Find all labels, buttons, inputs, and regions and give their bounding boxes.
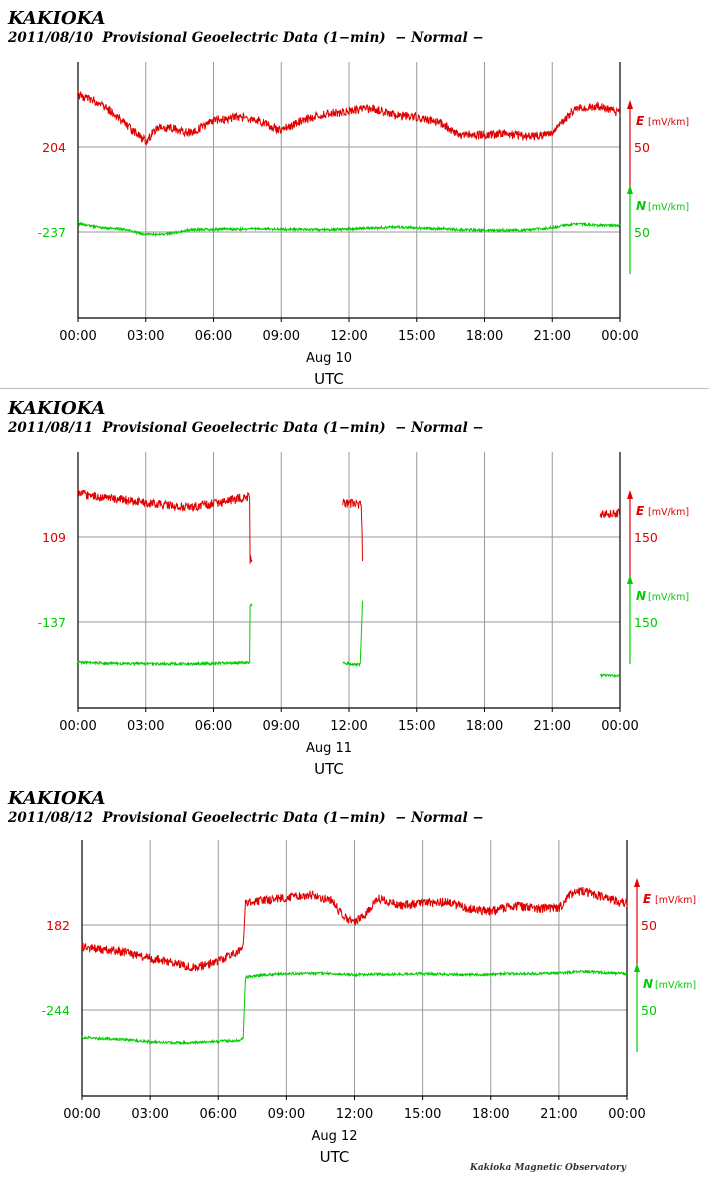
series-unit-e: [mV/km] <box>648 117 689 128</box>
series-line-e <box>77 90 621 146</box>
scale-arrowhead-e <box>634 878 640 887</box>
chart-subtitle: 2011/08/11 Provisional Geoelectric Data … <box>8 420 484 436</box>
scale-arrowhead-n <box>627 185 633 194</box>
x-tick-label: 03:00 <box>127 329 164 344</box>
x-tick-label: 00:00 <box>601 329 638 344</box>
scale-label-n: 50 <box>634 225 650 240</box>
x-tick-label: 12:00 <box>330 719 367 734</box>
series-name-n: N <box>636 199 646 213</box>
series-unit-e: [mV/km] <box>655 895 696 906</box>
chart-panel-aug10: KAKIOKA 2011/08/10 Provisional Geoelectr… <box>0 0 709 390</box>
baseline-label-n: -137 <box>38 615 66 630</box>
x-tick-label: 12:00 <box>330 329 367 344</box>
series-line-n <box>81 969 628 1046</box>
x-tick-label: 00:00 <box>601 719 638 734</box>
x-tick-label: 00:00 <box>59 719 96 734</box>
scale-label-e: 150 <box>634 530 658 545</box>
x-axis-label: UTC <box>314 370 344 388</box>
baseline-label-e: 182 <box>46 918 70 933</box>
baseline-label-n: -237 <box>38 225 66 240</box>
series-name-n: N <box>643 977 653 991</box>
x-tick-label: 21:00 <box>534 719 571 734</box>
x-tick-label: 03:00 <box>131 1107 168 1122</box>
baseline-label-e: 109 <box>42 530 66 545</box>
series-name-e: E <box>636 114 645 128</box>
x-tick-label: 18:00 <box>472 1107 509 1122</box>
baseline-label-n: -244 <box>42 1003 70 1018</box>
x-tick-label: 00:00 <box>63 1107 100 1122</box>
panel-divider <box>0 388 709 389</box>
series-line-n <box>77 600 621 679</box>
scale-arrowhead-e <box>627 100 633 109</box>
x-tick-label: 15:00 <box>398 329 435 344</box>
x-tick-label: 15:00 <box>404 1107 441 1122</box>
scale-arrowhead-n <box>627 575 633 584</box>
scale-label-e: 50 <box>634 140 650 155</box>
series-line-n <box>77 221 621 238</box>
x-tick-label: 15:00 <box>398 719 435 734</box>
date-label: Aug 11 <box>306 741 352 756</box>
scale-arrowhead-n <box>634 963 640 972</box>
x-axis-label: UTC <box>314 760 344 778</box>
series-unit-n: [mV/km] <box>655 980 696 991</box>
x-tick-label: 09:00 <box>263 719 300 734</box>
series-unit-e: [mV/km] <box>648 507 689 518</box>
x-axis-label: UTC <box>320 1148 350 1166</box>
series-name-n: N <box>636 589 646 603</box>
date-label: Aug 12 <box>311 1129 357 1144</box>
x-tick-label: 06:00 <box>195 329 232 344</box>
x-tick-label: 09:00 <box>268 1107 305 1122</box>
x-tick-label: 06:00 <box>195 719 232 734</box>
x-tick-label: 12:00 <box>336 1107 373 1122</box>
scale-arrowhead-e <box>627 490 633 499</box>
x-tick-label: 21:00 <box>540 1107 577 1122</box>
chart-panel-aug11: KAKIOKA 2011/08/11 Provisional Geoelectr… <box>0 390 709 780</box>
date-label: Aug 10 <box>306 351 352 366</box>
scale-label-e: 50 <box>641 918 657 933</box>
baseline-label-e: 204 <box>42 140 66 155</box>
series-name-e: E <box>636 504 645 518</box>
x-tick-label: 03:00 <box>127 719 164 734</box>
observatory-credit: Kakioka Magnetic Observatory <box>470 1163 626 1173</box>
series-name-e: E <box>643 892 652 906</box>
series-unit-n: [mV/km] <box>648 202 689 213</box>
station-title: KAKIOKA <box>8 8 106 29</box>
x-tick-label: 18:00 <box>466 719 503 734</box>
scale-label-n: 50 <box>641 1003 657 1018</box>
chart-panel-aug12: KAKIOKA 2011/08/12 Provisional Geoelectr… <box>0 780 709 1170</box>
chart-plot-aug10: 00:00 03:00 06:00 09:00 12:00 15:00 18:00 21:00… <box>38 62 689 388</box>
x-tick-label: 18:00 <box>466 329 503 344</box>
x-tick-label: 09:00 <box>263 329 300 344</box>
x-tick-label: 00:00 <box>59 329 96 344</box>
series-line-e <box>81 886 628 972</box>
scale-label-n: 150 <box>634 615 658 630</box>
x-tick-label: 21:00 <box>534 329 571 344</box>
x-tick-label: 00:00 <box>608 1107 645 1122</box>
chart-subtitle: 2011/08/10 Provisional Geoelectric Data … <box>8 30 484 46</box>
series-unit-n: [mV/km] <box>648 592 689 603</box>
chart-subtitle: 2011/08/12 Provisional Geoelectric Data … <box>8 810 484 826</box>
station-title: KAKIOKA <box>8 398 106 419</box>
x-tick-label: 06:00 <box>200 1107 237 1122</box>
chart-plot-aug11: 00:00 03:00 06:00 09:00 12:00 15:00 18:00 21:00… <box>38 452 689 778</box>
series-line-e <box>77 489 621 564</box>
station-title: KAKIOKA <box>8 788 106 809</box>
chart-plot-aug12: 00:00 03:00 06:00 09:00 12:00 15:00 18:00 21:00… <box>42 840 696 1166</box>
